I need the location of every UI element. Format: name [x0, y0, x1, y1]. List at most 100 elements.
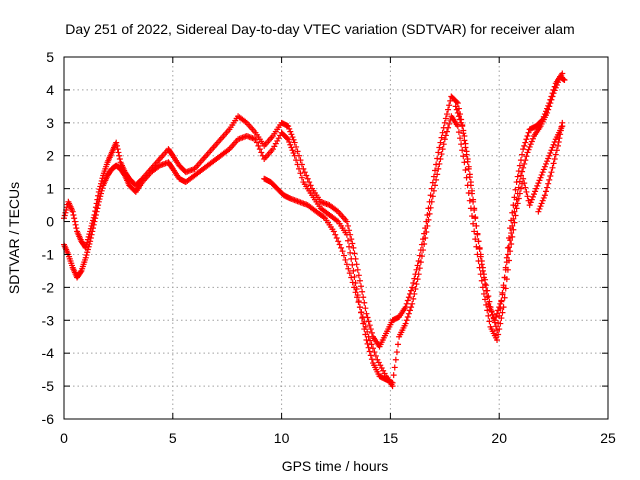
data-point [494, 310, 501, 317]
data-point [420, 247, 427, 254]
axis-ticks [63, 56, 609, 420]
data-point [472, 236, 479, 243]
data-point [410, 279, 417, 286]
data-point [445, 106, 452, 113]
data-point [252, 136, 259, 143]
data-point [544, 158, 551, 165]
data-point [552, 84, 559, 91]
data-point [256, 146, 263, 153]
data-point [435, 165, 442, 172]
data-point [554, 79, 561, 86]
data-point [294, 148, 301, 155]
data-point [290, 149, 297, 156]
data-point [523, 153, 530, 160]
data-point [496, 304, 503, 311]
data-point [348, 255, 355, 262]
data-point [288, 131, 295, 138]
data-point [479, 284, 486, 291]
data-point [497, 320, 504, 327]
data-point [483, 287, 490, 294]
data-point [435, 149, 442, 156]
data-point [546, 103, 553, 110]
data-point [432, 167, 439, 174]
data-point [521, 160, 528, 167]
data-point [349, 261, 356, 268]
data-point [548, 96, 555, 103]
data-point [423, 228, 430, 235]
data-point [461, 137, 468, 144]
x-tick-label: 0 [60, 430, 68, 446]
data-point [545, 155, 552, 162]
data-point [485, 293, 492, 300]
data-point [454, 109, 461, 116]
y-tick-label: -3 [42, 312, 55, 328]
data-point [446, 120, 453, 127]
data-point [502, 266, 509, 273]
data-point [521, 142, 528, 149]
data-point [361, 299, 368, 306]
y-tick-label: -6 [42, 411, 55, 427]
data-point [529, 193, 536, 200]
y-tick-label: 3 [46, 115, 54, 131]
data-point [522, 139, 529, 146]
data-point [409, 300, 416, 307]
data-point [473, 243, 480, 250]
data-point [523, 136, 530, 143]
data-point [416, 265, 423, 272]
data-point [455, 129, 462, 136]
data-point [470, 198, 477, 205]
data-point [427, 204, 434, 211]
data-point [555, 139, 562, 146]
data-point [519, 151, 526, 158]
data-point [87, 235, 94, 241]
data-point [499, 309, 506, 316]
data-point [512, 186, 519, 193]
data-point [551, 156, 558, 163]
data-point [501, 274, 508, 281]
data-point [404, 297, 411, 304]
data-point [418, 253, 425, 260]
data-point [73, 225, 80, 232]
data-point [95, 202, 102, 209]
data-point [457, 135, 464, 142]
data-point [425, 216, 432, 223]
data-point [61, 212, 68, 219]
data-point [538, 200, 545, 207]
data-point [430, 187, 437, 194]
data-point [472, 215, 479, 222]
data-point [330, 228, 337, 235]
data-point [547, 173, 554, 180]
data-point [445, 124, 452, 131]
data-point [367, 326, 374, 333]
data-point [360, 294, 367, 301]
data-point [507, 237, 514, 244]
data-point [486, 318, 493, 325]
data-point [294, 161, 301, 168]
data-point [82, 254, 89, 261]
data-point [87, 238, 94, 245]
data-point [426, 210, 433, 217]
data-point [532, 188, 539, 195]
data-point [495, 307, 502, 314]
data-point [498, 297, 505, 304]
data-point [524, 149, 531, 156]
data-point [465, 165, 472, 172]
data-point [443, 128, 450, 135]
data-point [477, 253, 484, 260]
data-point [489, 311, 496, 318]
data-point [344, 222, 351, 229]
data-point [523, 188, 530, 195]
data-point [540, 166, 547, 173]
data-point [338, 244, 345, 251]
data-point [359, 315, 366, 322]
data-point [471, 228, 478, 235]
data-point [372, 352, 379, 359]
data-point [524, 132, 531, 139]
data-point [459, 123, 466, 130]
data-point [550, 160, 557, 167]
data-point [409, 284, 416, 291]
grid-lines [64, 57, 608, 419]
data-point [453, 98, 460, 105]
data-point [441, 136, 448, 143]
